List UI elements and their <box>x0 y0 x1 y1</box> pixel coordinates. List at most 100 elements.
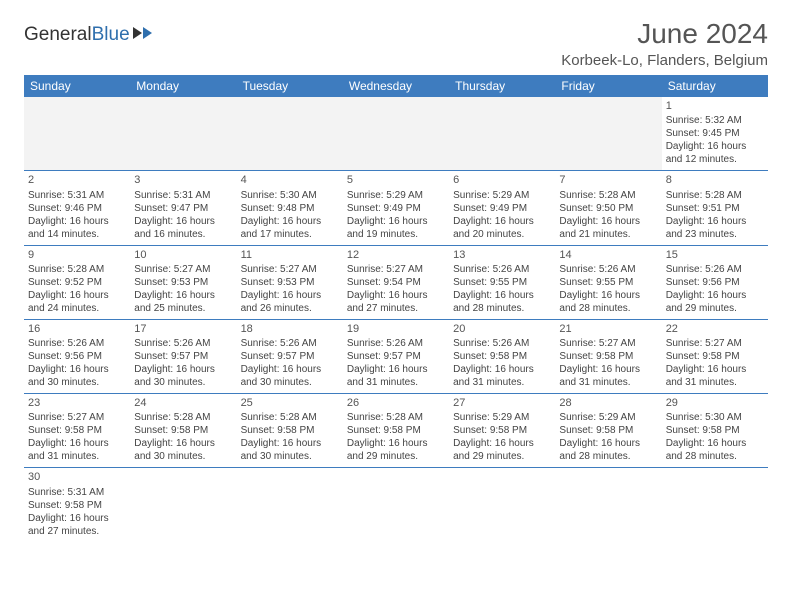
calendar-table: SundayMondayTuesdayWednesdayThursdayFrid… <box>24 75 768 542</box>
calendar-cell: 20Sunrise: 5:26 AMSunset: 9:58 PMDayligh… <box>449 319 555 393</box>
weekday-header: Saturday <box>662 75 768 97</box>
cell-day1: Daylight: 16 hours <box>241 363 339 376</box>
calendar-cell: 11Sunrise: 5:27 AMSunset: 9:53 PMDayligh… <box>237 245 343 319</box>
calendar-cell: 13Sunrise: 5:26 AMSunset: 9:55 PMDayligh… <box>449 245 555 319</box>
cell-sunset: Sunset: 9:48 PM <box>241 202 339 215</box>
day-number: 8 <box>666 173 764 187</box>
day-number: 11 <box>241 248 339 262</box>
calendar-cell: 26Sunrise: 5:28 AMSunset: 9:58 PMDayligh… <box>343 394 449 468</box>
day-number: 21 <box>559 322 657 336</box>
cell-sunrise: Sunrise: 5:31 AM <box>28 486 126 499</box>
day-number: 29 <box>666 396 764 410</box>
cell-day1: Daylight: 16 hours <box>453 289 551 302</box>
calendar-row: 1Sunrise: 5:32 AMSunset: 9:45 PMDaylight… <box>24 97 768 171</box>
calendar-cell: 29Sunrise: 5:30 AMSunset: 9:58 PMDayligh… <box>662 394 768 468</box>
cell-sunset: Sunset: 9:58 PM <box>666 350 764 363</box>
logo-text-general: General <box>24 24 92 46</box>
cell-day1: Daylight: 16 hours <box>453 363 551 376</box>
calendar-cell: 9Sunrise: 5:28 AMSunset: 9:52 PMDaylight… <box>24 245 130 319</box>
cell-day1: Daylight: 16 hours <box>28 215 126 228</box>
cell-sunrise: Sunrise: 5:27 AM <box>666 337 764 350</box>
cell-day1: Daylight: 16 hours <box>134 437 232 450</box>
cell-day1: Daylight: 16 hours <box>347 363 445 376</box>
cell-sunrise: Sunrise: 5:27 AM <box>134 263 232 276</box>
cell-sunset: Sunset: 9:49 PM <box>347 202 445 215</box>
cell-day2: and 25 minutes. <box>134 302 232 315</box>
calendar-row: 9Sunrise: 5:28 AMSunset: 9:52 PMDaylight… <box>24 245 768 319</box>
cell-day1: Daylight: 16 hours <box>666 289 764 302</box>
cell-sunset: Sunset: 9:51 PM <box>666 202 764 215</box>
calendar-cell: 10Sunrise: 5:27 AMSunset: 9:53 PMDayligh… <box>130 245 236 319</box>
cell-sunset: Sunset: 9:57 PM <box>347 350 445 363</box>
cell-sunset: Sunset: 9:50 PM <box>559 202 657 215</box>
cell-day2: and 31 minutes. <box>666 376 764 389</box>
calendar-row: 2Sunrise: 5:31 AMSunset: 9:46 PMDaylight… <box>24 171 768 245</box>
cell-sunrise: Sunrise: 5:28 AM <box>134 411 232 424</box>
cell-day1: Daylight: 16 hours <box>666 140 764 153</box>
calendar-cell: 4Sunrise: 5:30 AMSunset: 9:48 PMDaylight… <box>237 171 343 245</box>
cell-day1: Daylight: 16 hours <box>453 437 551 450</box>
day-number: 30 <box>28 470 126 484</box>
calendar-cell: 28Sunrise: 5:29 AMSunset: 9:58 PMDayligh… <box>555 394 661 468</box>
calendar-cell: 23Sunrise: 5:27 AMSunset: 9:58 PMDayligh… <box>24 394 130 468</box>
cell-sunrise: Sunrise: 5:26 AM <box>559 263 657 276</box>
cell-sunrise: Sunrise: 5:29 AM <box>453 189 551 202</box>
cell-sunrise: Sunrise: 5:28 AM <box>241 411 339 424</box>
cell-day2: and 28 minutes. <box>559 450 657 463</box>
cell-day1: Daylight: 16 hours <box>666 215 764 228</box>
calendar-cell <box>237 468 343 542</box>
cell-sunrise: Sunrise: 5:30 AM <box>666 411 764 424</box>
day-number: 10 <box>134 248 232 262</box>
cell-sunset: Sunset: 9:47 PM <box>134 202 232 215</box>
cell-sunrise: Sunrise: 5:27 AM <box>241 263 339 276</box>
calendar-page: GeneralBlue June 2024 Korbeek-Lo, Flande… <box>0 0 792 552</box>
cell-day2: and 30 minutes. <box>241 376 339 389</box>
cell-sunrise: Sunrise: 5:29 AM <box>559 411 657 424</box>
cell-day2: and 24 minutes. <box>28 302 126 315</box>
calendar-row: 16Sunrise: 5:26 AMSunset: 9:56 PMDayligh… <box>24 319 768 393</box>
cell-sunset: Sunset: 9:58 PM <box>453 350 551 363</box>
calendar-cell <box>343 97 449 171</box>
cell-sunset: Sunset: 9:58 PM <box>559 350 657 363</box>
calendar-body: 1Sunrise: 5:32 AMSunset: 9:45 PMDaylight… <box>24 97 768 542</box>
cell-sunrise: Sunrise: 5:26 AM <box>666 263 764 276</box>
weekday-header: Tuesday <box>237 75 343 97</box>
day-number: 4 <box>241 173 339 187</box>
cell-day1: Daylight: 16 hours <box>347 215 445 228</box>
title-block: June 2024 Korbeek-Lo, Flanders, Belgium <box>561 18 768 69</box>
cell-day1: Daylight: 16 hours <box>666 363 764 376</box>
cell-sunset: Sunset: 9:58 PM <box>453 424 551 437</box>
calendar-cell: 18Sunrise: 5:26 AMSunset: 9:57 PMDayligh… <box>237 319 343 393</box>
cell-day2: and 30 minutes. <box>134 376 232 389</box>
calendar-cell <box>449 468 555 542</box>
cell-day2: and 30 minutes. <box>134 450 232 463</box>
cell-day2: and 17 minutes. <box>241 228 339 241</box>
cell-sunset: Sunset: 9:58 PM <box>347 424 445 437</box>
calendar-row: 23Sunrise: 5:27 AMSunset: 9:58 PMDayligh… <box>24 394 768 468</box>
cell-sunset: Sunset: 9:53 PM <box>241 276 339 289</box>
cell-sunrise: Sunrise: 5:26 AM <box>453 263 551 276</box>
calendar-cell <box>555 468 661 542</box>
calendar-cell <box>130 468 236 542</box>
cell-sunrise: Sunrise: 5:26 AM <box>347 337 445 350</box>
calendar-cell: 5Sunrise: 5:29 AMSunset: 9:49 PMDaylight… <box>343 171 449 245</box>
day-number: 19 <box>347 322 445 336</box>
day-number: 18 <box>241 322 339 336</box>
calendar-cell: 22Sunrise: 5:27 AMSunset: 9:58 PMDayligh… <box>662 319 768 393</box>
calendar-cell: 7Sunrise: 5:28 AMSunset: 9:50 PMDaylight… <box>555 171 661 245</box>
calendar-cell <box>662 468 768 542</box>
cell-sunrise: Sunrise: 5:28 AM <box>666 189 764 202</box>
cell-day2: and 29 minutes. <box>347 450 445 463</box>
calendar-cell: 14Sunrise: 5:26 AMSunset: 9:55 PMDayligh… <box>555 245 661 319</box>
cell-day1: Daylight: 16 hours <box>241 437 339 450</box>
cell-day1: Daylight: 16 hours <box>241 289 339 302</box>
cell-sunrise: Sunrise: 5:32 AM <box>666 114 764 127</box>
cell-sunset: Sunset: 9:52 PM <box>28 276 126 289</box>
day-number: 13 <box>453 248 551 262</box>
cell-sunset: Sunset: 9:58 PM <box>559 424 657 437</box>
cell-day1: Daylight: 16 hours <box>28 437 126 450</box>
cell-sunset: Sunset: 9:45 PM <box>666 127 764 140</box>
day-number: 17 <box>134 322 232 336</box>
calendar-cell: 25Sunrise: 5:28 AMSunset: 9:58 PMDayligh… <box>237 394 343 468</box>
cell-sunset: Sunset: 9:55 PM <box>453 276 551 289</box>
